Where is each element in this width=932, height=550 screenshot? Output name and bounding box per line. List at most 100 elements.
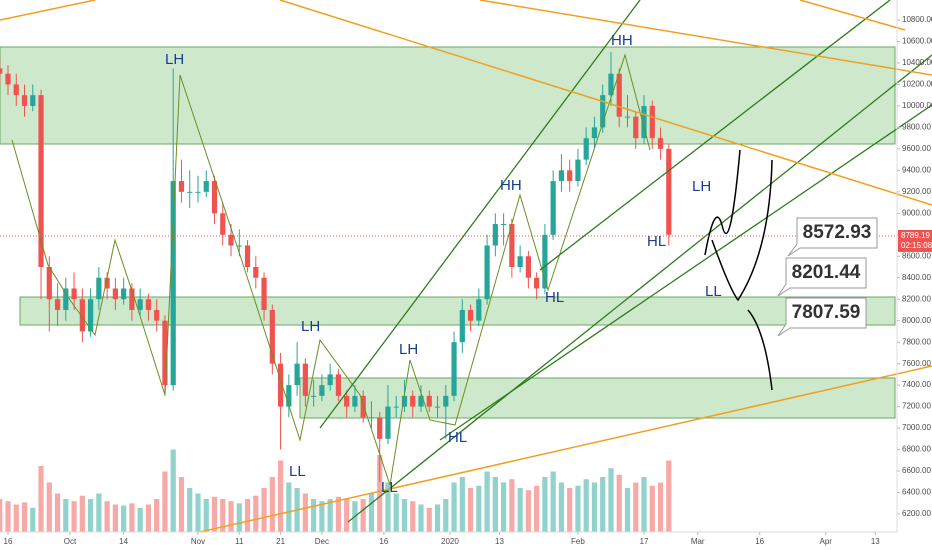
volume-bar <box>154 499 160 532</box>
candle-body <box>38 95 44 267</box>
volume-pane <box>0 449 672 532</box>
candle-body <box>666 148 672 235</box>
volume-bar <box>484 471 490 532</box>
volume-bar <box>261 488 267 532</box>
volume-bar <box>5 501 11 532</box>
candle-body <box>558 170 565 182</box>
candle-body <box>484 245 490 300</box>
volume-bar <box>88 499 94 532</box>
x-tick-label: Apr <box>820 537 833 546</box>
candle-body <box>220 213 226 235</box>
candle-body <box>269 309 275 364</box>
candle-body <box>71 288 77 300</box>
candle-body <box>162 320 168 386</box>
candle-body <box>649 105 655 139</box>
candle-body <box>492 224 498 246</box>
x-tick-label: 2020 <box>441 537 459 546</box>
volume-bar <box>368 493 375 532</box>
candle-body <box>443 395 449 407</box>
x-tick-label: 16 <box>379 537 388 546</box>
volume-bar <box>327 499 333 532</box>
volume-bar <box>63 499 69 532</box>
volume-bar <box>30 507 36 532</box>
annotation: LH <box>399 341 418 358</box>
y-tick-label: 6200.00 <box>902 509 931 518</box>
volume-bar <box>467 488 474 532</box>
candle-body <box>236 245 242 247</box>
x-tick-label: Feb <box>571 537 585 546</box>
candle-body <box>418 395 424 407</box>
candle-body <box>525 256 531 278</box>
volume-bar <box>335 496 341 532</box>
y-tick-label: 9800.00 <box>902 123 931 132</box>
candle-body <box>13 84 19 96</box>
x-tick-label: Oct <box>64 537 77 546</box>
candle-body <box>46 267 52 300</box>
volume-bar <box>244 499 251 532</box>
candle-body <box>187 191 193 193</box>
volume-bar <box>145 504 152 532</box>
y-tick-label: 6600.00 <box>902 466 931 475</box>
candle-body <box>459 309 465 343</box>
volume-bar <box>377 455 383 532</box>
candle-body <box>509 224 515 267</box>
volume-bar <box>104 501 110 532</box>
candle-body <box>253 267 259 278</box>
volume-bar <box>71 501 77 532</box>
x-tick-label: 16 <box>4 537 13 546</box>
candle-body <box>476 299 482 321</box>
x-tick-label: 21 <box>276 537 285 546</box>
volume-bar <box>459 477 465 532</box>
volume-bar <box>129 503 135 532</box>
x-tick-label: 11 <box>235 537 244 546</box>
volume-bar <box>13 504 19 532</box>
candle-body <box>195 191 201 193</box>
candle-body <box>410 395 416 407</box>
volume-bar <box>96 493 102 532</box>
y-tick-label: 6800.00 <box>902 445 931 454</box>
annotation: LL <box>381 479 398 496</box>
y-tick-label: 10200.00 <box>902 80 932 89</box>
annotation: HL <box>545 289 564 306</box>
volume-bar <box>286 482 292 532</box>
x-tick-label: 16 <box>755 537 764 546</box>
volume-bar <box>575 485 581 532</box>
y-tick-label: 8200.00 <box>902 294 931 303</box>
candle-body <box>294 363 300 386</box>
volume-bar <box>393 493 399 532</box>
y-tick-label: 9600.00 <box>902 144 931 153</box>
candle-body <box>137 299 143 310</box>
callout: 7807.59 <box>792 302 861 323</box>
y-tick-label: 7000.00 <box>902 423 931 432</box>
volume-bar <box>542 477 548 532</box>
candle-body <box>583 138 589 160</box>
volume-bar <box>501 482 507 532</box>
candle-body <box>550 181 556 235</box>
volume-bar <box>277 460 284 532</box>
y-tick-label: 7600.00 <box>902 359 931 368</box>
volume-bar <box>401 499 408 532</box>
y-tick-label: 9000.00 <box>902 208 931 217</box>
candle-body <box>657 138 664 149</box>
candle-body <box>121 288 127 300</box>
candle-body <box>79 299 85 332</box>
annotation: HL <box>647 233 666 250</box>
volume-bar <box>418 504 424 532</box>
volume-bar <box>203 499 209 532</box>
zones <box>0 46 896 419</box>
y-tick-label: 7200.00 <box>902 402 931 411</box>
y-tick-label: 10800.00 <box>902 15 932 24</box>
volume-bar <box>641 477 647 532</box>
y-tick-label: 8400.00 <box>902 273 931 282</box>
candle-body <box>385 406 391 439</box>
volume-bar <box>649 485 655 532</box>
volume-bar <box>434 504 441 532</box>
x-tick-label: Mar <box>691 537 705 546</box>
price-pane <box>0 52 672 482</box>
volume-bar <box>624 488 631 532</box>
y-tick-label: 7400.00 <box>902 380 931 389</box>
candle-body <box>261 277 267 310</box>
candle-body <box>302 363 308 396</box>
volume-bar <box>443 499 449 532</box>
y-tick-label: 9400.00 <box>902 165 931 174</box>
